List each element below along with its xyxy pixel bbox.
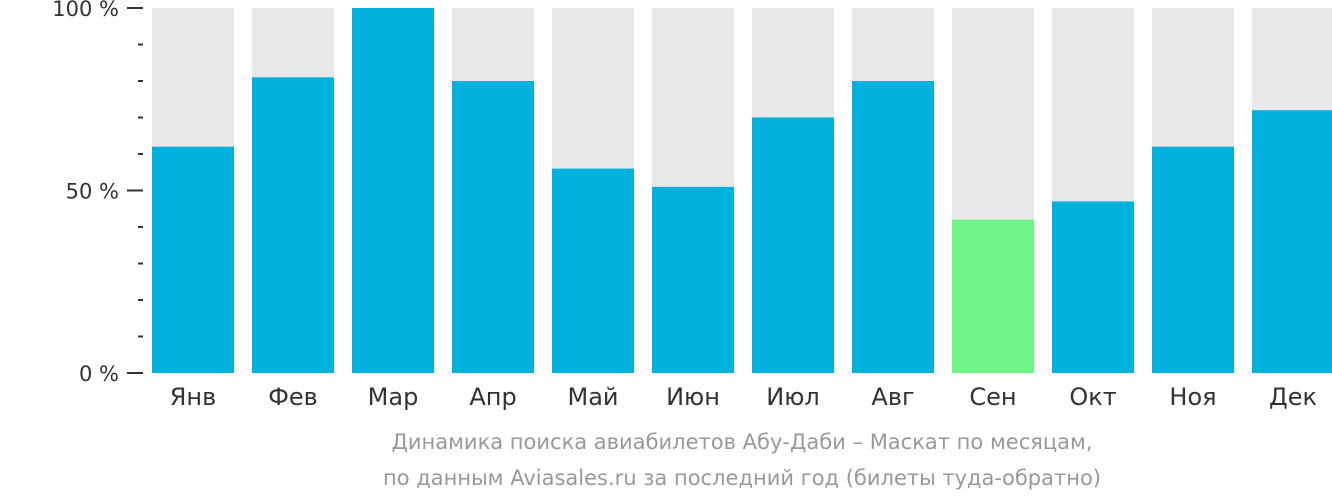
bar-2 bbox=[252, 77, 334, 373]
bar-12 bbox=[1252, 110, 1332, 373]
y-tick-label: 0 % bbox=[79, 362, 119, 386]
chart-caption-line-2: по данным Aviasales.ru за последний год … bbox=[383, 466, 1101, 490]
bar-9 bbox=[952, 219, 1034, 373]
bar-7 bbox=[752, 117, 834, 373]
bar-3 bbox=[352, 8, 434, 373]
chart-caption-line-1: Динамика поиска авиабилетов Абу-Даби – М… bbox=[391, 430, 1093, 454]
x-tick-label: Сен bbox=[969, 383, 1016, 411]
x-tick-label: Апр bbox=[469, 383, 516, 411]
x-tick-label: Ноя bbox=[1169, 383, 1216, 411]
x-tick-label: Янв bbox=[170, 383, 217, 411]
x-tick-label: Фев bbox=[268, 383, 318, 411]
x-tick-label: Июн bbox=[666, 383, 720, 411]
y-tick-label: 50 % bbox=[66, 180, 119, 204]
x-tick-label: Окт bbox=[1069, 383, 1116, 411]
x-tick-label: Июл bbox=[766, 383, 820, 411]
bar-5 bbox=[552, 168, 634, 373]
x-tick-label: Авг bbox=[871, 383, 914, 411]
x-tick-label: Май bbox=[567, 383, 618, 411]
y-tick-label: 100 % bbox=[52, 0, 119, 21]
bar-4 bbox=[452, 81, 534, 373]
bar-11 bbox=[1152, 146, 1234, 373]
bar-10 bbox=[1052, 201, 1134, 373]
bar-8 bbox=[852, 81, 934, 373]
bar-chart: Янв Фев Мар Апр Май Июн Июл Авг Сен Окт Ноя Дек 100 … bbox=[52, 0, 1332, 411]
x-tick-label: Мар bbox=[368, 383, 419, 411]
bar-1 bbox=[152, 146, 234, 373]
bar-6 bbox=[652, 186, 734, 373]
x-tick-label: Дек bbox=[1269, 383, 1317, 411]
